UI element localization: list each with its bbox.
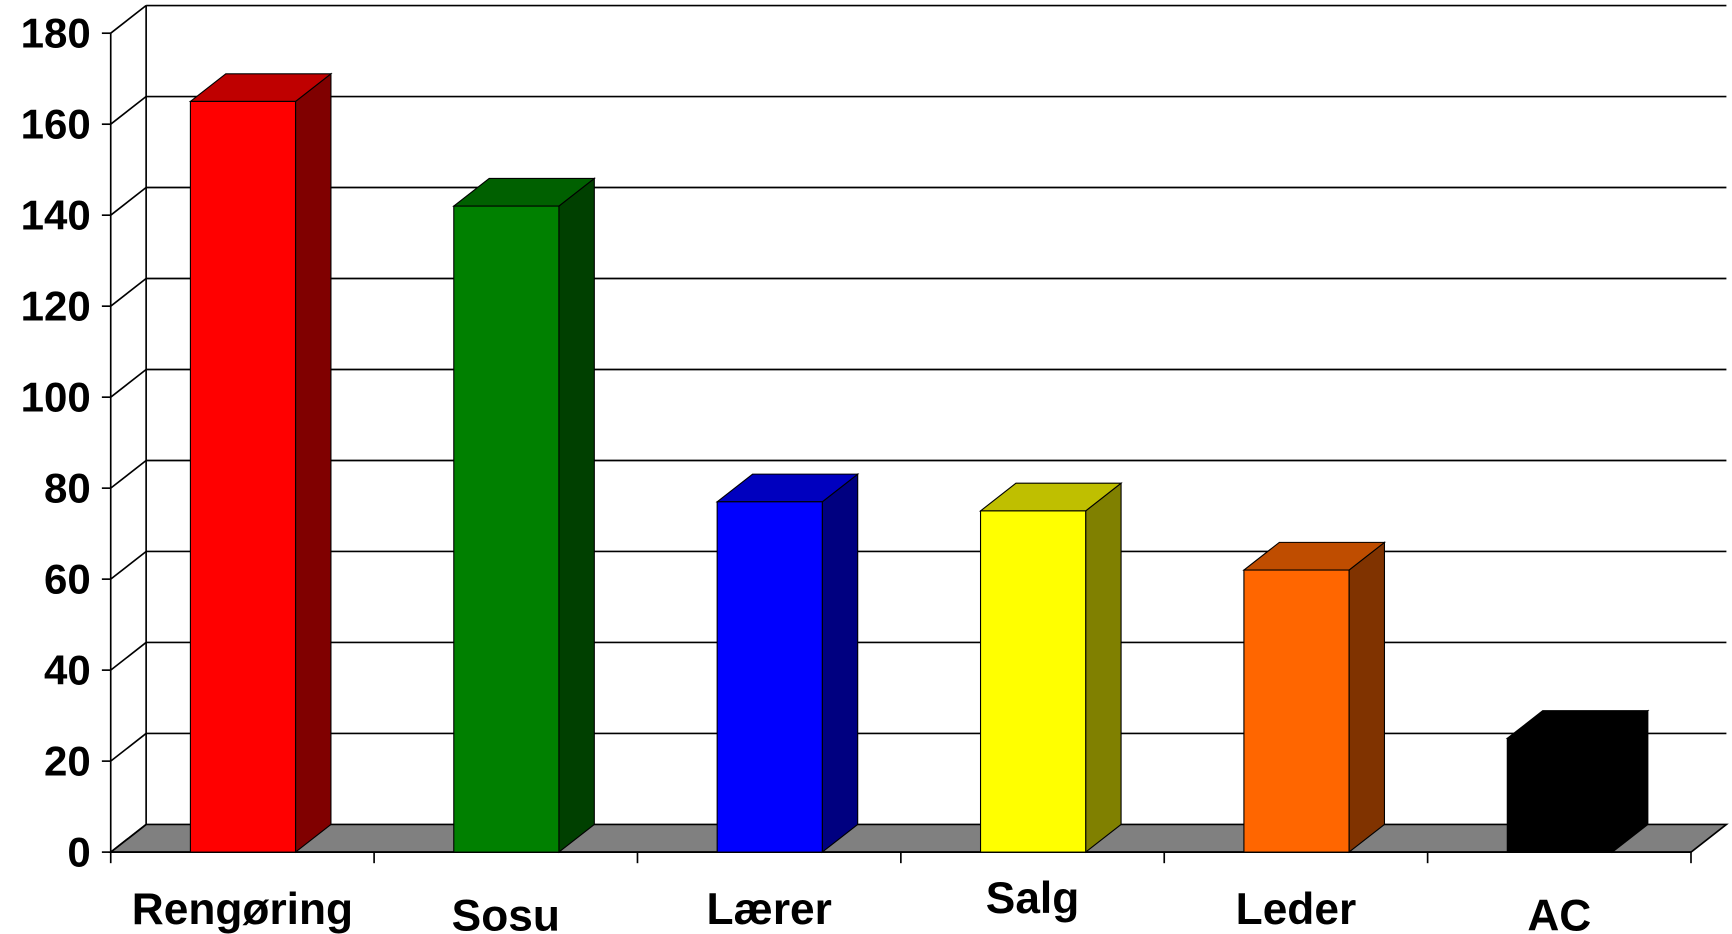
y-tick-label: 0 [67, 828, 90, 875]
y-tick-label: 100 [21, 374, 91, 421]
x-tick-label: Leder [1236, 885, 1357, 934]
bar [189, 100, 297, 853]
x-tick-label: Lærer [706, 885, 831, 934]
bar-side [1085, 482, 1122, 854]
y-tick-label: 20 [44, 738, 91, 785]
y-tick-label: 120 [21, 283, 91, 330]
bar [453, 205, 560, 853]
floor [108, 823, 1729, 853]
x-tick-label: Sosu [452, 892, 560, 934]
bar [1506, 737, 1613, 853]
wall-tick [110, 732, 147, 762]
x-tick-label: Salg [986, 874, 1079, 923]
wall-tick [110, 823, 147, 853]
bar [979, 510, 1087, 853]
bar-side [558, 177, 595, 854]
bar [1243, 569, 1350, 853]
wall-tick [110, 550, 147, 580]
y-tick-label: 80 [44, 465, 91, 512]
bar [716, 501, 823, 853]
x-tick-label: Rengøring [132, 885, 353, 934]
y-tick-label: 40 [44, 647, 91, 694]
wall-tick [110, 368, 147, 398]
wall-tick [110, 95, 147, 125]
y-tick-label: 60 [44, 556, 91, 603]
wall-tick [110, 459, 147, 489]
wall-tick [110, 277, 147, 307]
wall-tick [110, 4, 147, 34]
y-tick-label: 140 [21, 192, 91, 239]
bar-side [821, 472, 859, 854]
y-tick-label: 160 [21, 101, 91, 148]
bar-side [294, 72, 332, 854]
bar-side [1348, 541, 1386, 854]
y-tick-label: 180 [21, 10, 91, 57]
wall-tick [110, 186, 147, 216]
x-tick-label: AC [1527, 892, 1591, 934]
wall-tick [110, 641, 147, 671]
